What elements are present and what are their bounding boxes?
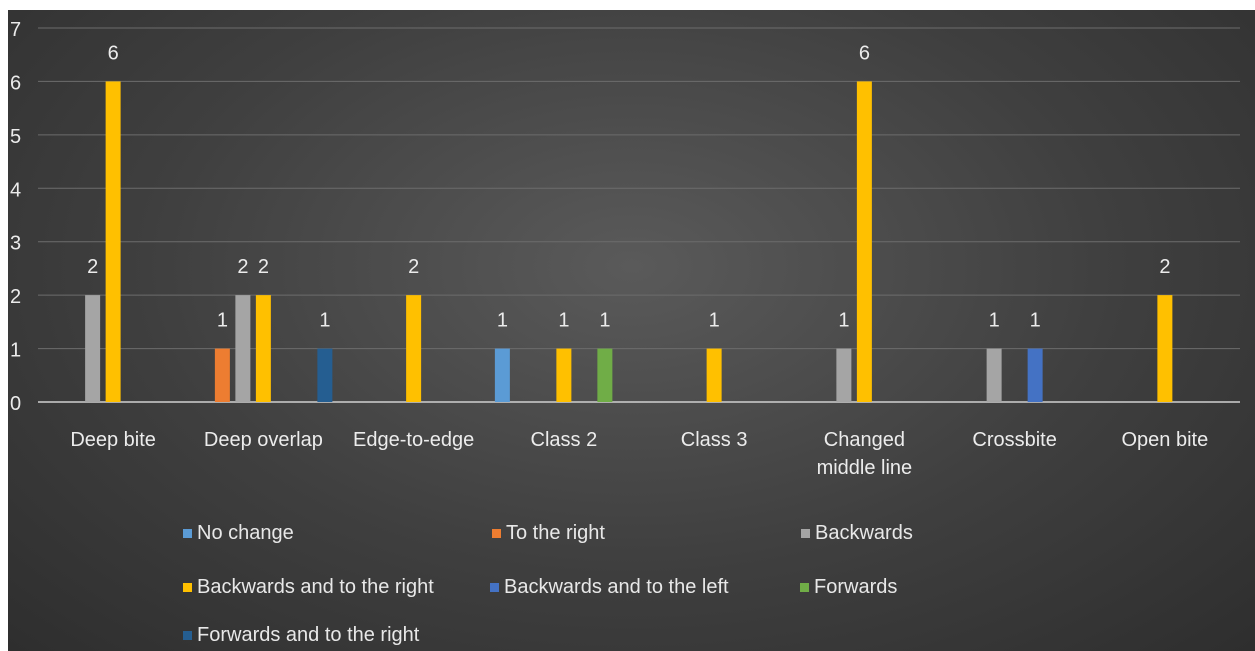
x-tick-label: Edge-to-edge bbox=[353, 429, 474, 451]
bar bbox=[597, 348, 613, 402]
y-tick-label: 2 bbox=[10, 286, 21, 308]
bar bbox=[214, 348, 230, 402]
gridlines bbox=[38, 27, 1240, 403]
bar bbox=[255, 295, 271, 402]
bar bbox=[317, 348, 333, 402]
bar bbox=[986, 348, 1002, 402]
data-label: 2 bbox=[87, 256, 98, 278]
x-tick-label: Deep overlap bbox=[204, 429, 323, 451]
data-label: 1 bbox=[1030, 310, 1041, 332]
bar bbox=[706, 348, 722, 402]
data-label: 2 bbox=[408, 256, 419, 278]
y-tick-label: 7 bbox=[10, 19, 21, 41]
bar bbox=[85, 295, 101, 402]
data-label: 6 bbox=[859, 42, 870, 64]
bar bbox=[235, 295, 251, 402]
bar bbox=[1027, 348, 1043, 402]
data-label: 1 bbox=[319, 310, 330, 332]
bar bbox=[406, 295, 422, 402]
data-label: 1 bbox=[217, 310, 228, 332]
data-label: 1 bbox=[558, 310, 569, 332]
bar bbox=[836, 348, 852, 402]
x-tick-label: Class 3 bbox=[681, 429, 748, 451]
bar bbox=[494, 348, 510, 402]
data-label: 1 bbox=[838, 310, 849, 332]
data-label: 2 bbox=[1159, 256, 1170, 278]
axes: 0 1 2 3 4 5 6 7 Deep bite Deep overlap Edge-to-edg… bbox=[10, 19, 1208, 479]
y-tick-label: 4 bbox=[10, 179, 21, 201]
bar bbox=[856, 81, 872, 402]
y-tick-label: 0 bbox=[10, 393, 21, 415]
x-tick-label: Crossbite bbox=[972, 429, 1056, 451]
data-label: 6 bbox=[108, 42, 119, 64]
bar bbox=[105, 81, 121, 402]
data-label: 2 bbox=[258, 256, 269, 278]
y-tick-label: 1 bbox=[10, 340, 21, 362]
x-tick-label: Changed bbox=[824, 429, 905, 451]
y-tick-label: 3 bbox=[10, 233, 21, 255]
bar bbox=[556, 348, 572, 402]
x-tick-label: middle line bbox=[817, 457, 913, 479]
y-tick-label: 5 bbox=[10, 126, 21, 148]
x-tick-label: Deep bite bbox=[70, 429, 156, 451]
data-label: 1 bbox=[497, 310, 508, 332]
bars bbox=[85, 81, 1173, 402]
x-tick-label: Class 2 bbox=[531, 429, 598, 451]
data-label: 1 bbox=[599, 310, 610, 332]
x-tick-label: Open bite bbox=[1122, 429, 1209, 451]
data-label: 1 bbox=[709, 310, 720, 332]
data-label: 2 bbox=[237, 256, 248, 278]
bar bbox=[1157, 295, 1173, 402]
data-label: 1 bbox=[989, 310, 1000, 332]
y-tick-label: 6 bbox=[10, 72, 21, 94]
chart-background bbox=[8, 10, 1255, 651]
